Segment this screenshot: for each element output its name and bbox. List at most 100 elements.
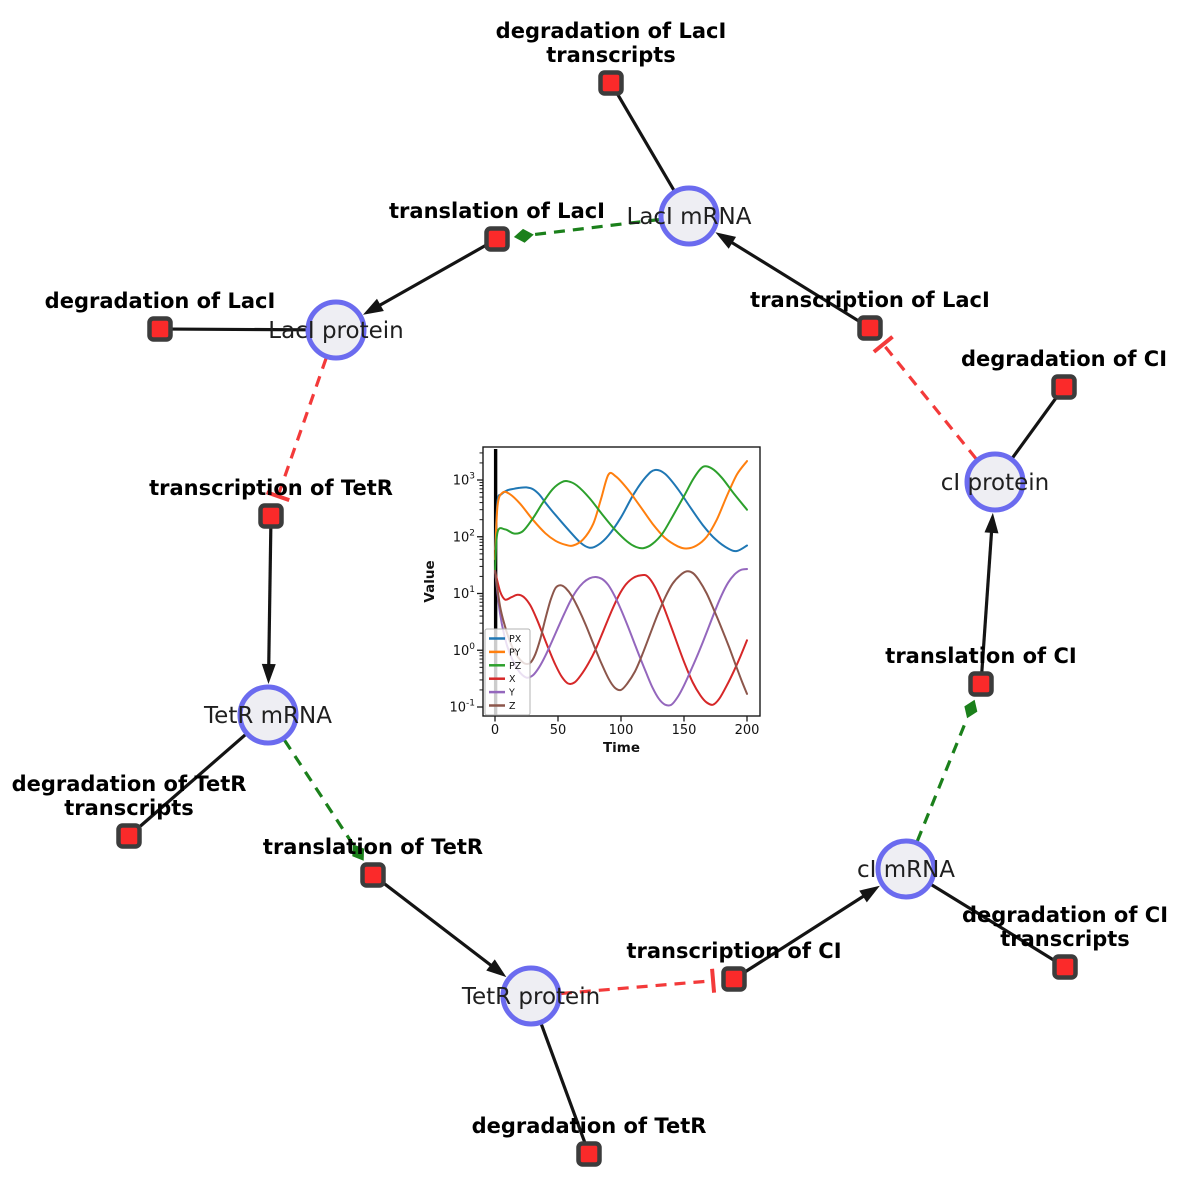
legend-label-Y: Y [508,688,515,699]
reaction-node-deg-laci[interactable] [147,316,173,342]
reaction-label-line: translation of CI [885,644,1076,668]
legend-label-X: X [509,674,516,685]
product-edge-line [374,243,488,310]
reaction-label-line: transcription of CI [626,939,841,963]
reaction-label-transcription-tetr: transcription of TetR [149,476,393,500]
reaction-node-translation-tetr[interactable] [360,862,386,888]
inhibition-edge-line [881,343,978,460]
product-edge-line [743,891,869,974]
species-node-ci-mrna[interactable] [875,838,937,900]
arrowhead [715,232,737,249]
reaction-label-line: degradation of CI [962,903,1168,927]
legend-label-PX: PX [509,634,522,645]
reaction-label-line: translation of LacI [389,199,605,223]
species-node-tetr-mrna[interactable] [237,684,299,746]
product-edge-line [726,238,861,324]
edge-reactant--laci-protein--deg-laci [171,327,307,332]
edge-modifier--tetr-mrna--translation-tetr [283,739,365,861]
edge-layer [137,92,1059,1144]
edge-product--translation-laci--laci-protein [362,243,488,315]
reactant-edge-line [930,883,1056,963]
reactant-edge-line [615,92,676,191]
reaction-node-deg-laci-transcripts[interactable] [598,70,624,96]
reactant-edge-line [171,327,307,332]
y-tick-label: 103 [453,472,475,489]
inset-chart: 0 50 100 150 20010-1100101102103TimeValuePXP… [422,446,761,756]
reaction-node-deg-tetr-transcripts[interactable] [116,823,142,849]
series-PX [494,468,748,553]
reaction-label-line: degradation of CI [961,347,1167,371]
reaction-label-line: degradation of TetR [472,1114,707,1138]
arrowhead [984,512,999,534]
inhibition-tbar [710,968,717,993]
series-Y [494,568,748,707]
species-node-ci-protein[interactable] [964,451,1026,513]
reactant-edge-line [539,1023,587,1144]
edge-modifier--laci-mrna--translation-laci [513,217,660,243]
legend-box [484,628,531,716]
inhibition-tbar [265,490,290,503]
edge-reactant--ci-protein--deg-ci [1011,395,1059,459]
edge-inhibition--laci-protein--transcription-tetr [265,357,328,503]
legend-label-PY: PY [509,647,521,658]
x-tick-label: 100 [609,723,634,738]
species-label-ci-protein: cI protein [941,470,1050,496]
edge-product--translation-ci--ci-protein [980,512,999,673]
reaction-label-deg-ci: degradation of CI [961,347,1167,371]
arrowhead [859,885,880,903]
edge-product--transcription-laci--laci-mrna [715,232,861,324]
species-node-laci-protein[interactable] [305,299,367,361]
modifier-edge-line [283,739,355,845]
edge-reactant--tetr-mrna--deg-tetr-transcripts [137,733,247,830]
reaction-node-deg-ci-transcripts[interactable] [1052,954,1078,980]
reaction-node-deg-ci[interactable] [1051,374,1077,400]
legend-label-PZ: PZ [509,661,522,672]
edge-inhibition--ci-protein--transcription-laci [872,335,978,460]
reaction-label-line: degradation of LacI [45,289,276,313]
modifier-diamond [513,228,534,243]
edge-inhibition--tetr-protein--transcription-ci [560,968,717,996]
reaction-node-translation-ci[interactable] [968,671,994,697]
edge-reactant--ci-mrna--deg-ci-transcripts [930,883,1056,963]
reaction-node-transcription-ci[interactable] [721,966,747,992]
reaction-node-translation-laci[interactable] [484,226,510,252]
reaction-label-line: transcripts [64,796,194,820]
reaction-label-translation-tetr: translation of TetR [263,835,483,859]
reaction-label-translation-ci: translation of CI [885,644,1076,668]
node-layer [116,70,1078,1167]
arrowhead [261,663,276,685]
y-tick-label: 101 [453,585,475,602]
edge-reactant--laci-mrna--deg-laci-transcripts [615,92,676,191]
edge-product--translation-tetr--tetr-protein [381,881,507,978]
y-axis-title: Value [422,560,438,602]
y-tick-label: 10-1 [449,699,475,716]
reaction-label-translation-laci: translation of LacI [389,199,605,223]
reaction-node-transcription-laci[interactable] [857,315,883,341]
species-label-laci-mrna: LacI mRNA [627,204,752,230]
species-node-laci-mrna[interactable] [658,185,720,247]
series-X [494,569,748,706]
modifier-diamond [352,844,365,861]
edge-modifier--ci-mrna--translation-ci [915,699,978,842]
reaction-node-deg-tetr[interactable] [576,1141,602,1167]
reaction-label-line: degradation of TetR [12,772,247,796]
x-axis-title: Time [603,740,640,756]
chart-legend: PX PY PZ XYZ [484,628,531,716]
reaction-label-line: transcription of LacI [750,288,990,312]
species-label-tetr-mrna: TetR mRNA [203,703,332,729]
arrowhead [486,959,507,978]
species-label-tetr-protein: TetR protein [461,984,600,1010]
species-node-tetr-protein[interactable] [500,965,562,1027]
reaction-label-line: transcription of TetR [149,476,393,500]
arrowhead [362,298,384,315]
reaction-label-line: transcripts [546,43,676,67]
inhibition-tbar [872,335,894,354]
inhibition-edge-line [276,357,328,497]
reaction-node-transcription-tetr[interactable] [258,503,284,529]
reaction-label-line: degradation of LacI [496,19,727,43]
series-PY [494,460,748,561]
